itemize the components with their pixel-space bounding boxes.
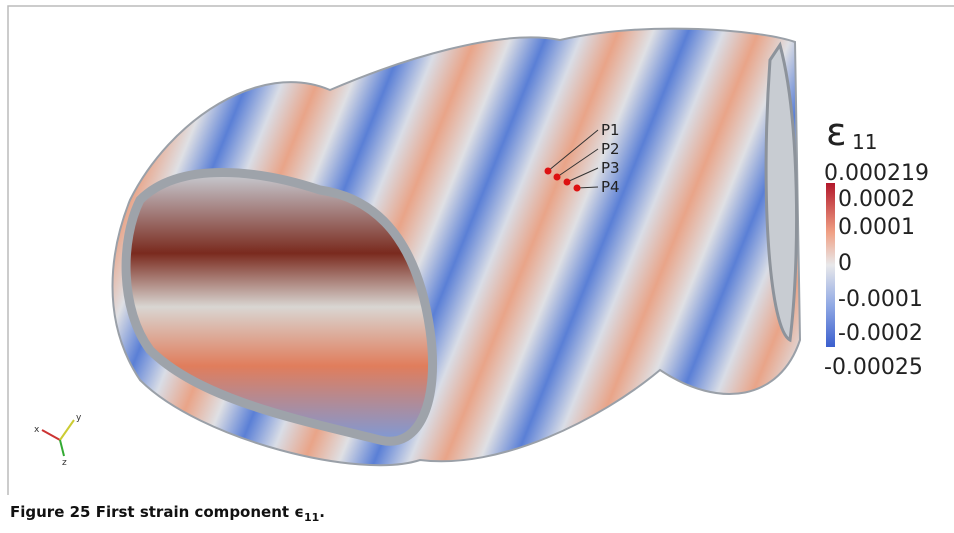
caption-label: Figure 25 (10, 503, 91, 521)
colorbar-label: -0.00025 (824, 355, 923, 380)
point-label: P2 (601, 140, 620, 158)
colorbar-symbol: ε (826, 110, 847, 154)
colorbar-label: 0.0002 (838, 187, 915, 212)
axis-label: x (34, 425, 40, 435)
colorbar-scale (826, 183, 835, 347)
colorbar: ε 11 0.000219 0.0002 0.0001 0 -0.0001 -0… (824, 110, 929, 380)
tube-opening (121, 168, 438, 446)
point-label: P4 (601, 178, 620, 196)
axes-triad: x y z (34, 413, 82, 468)
colorbar-label: 0.000219 (824, 161, 929, 186)
caption: Figure 25 First strain component ϵ11. (10, 503, 325, 524)
colorbar-label: 0 (838, 251, 852, 276)
caption-text: First strain component (95, 503, 290, 521)
colorbar-label: -0.0002 (838, 321, 923, 346)
tube-end (764, 41, 799, 343)
point-label: P3 (601, 159, 620, 177)
axis-label: z (62, 458, 67, 468)
point-label: P1 (601, 121, 620, 139)
colorbar-subscript: 11 (852, 130, 877, 154)
caption-subscript: 11 (303, 511, 320, 524)
axis-label: y (76, 413, 82, 423)
caption-end: . (319, 503, 325, 521)
colorbar-label: -0.0001 (838, 287, 923, 312)
colorbar-label: 0.0001 (838, 215, 915, 240)
caption-symbol: ϵ (294, 503, 304, 521)
frame (7, 5, 954, 495)
probe-points: P1 P2 P3 P4 (544, 121, 620, 196)
